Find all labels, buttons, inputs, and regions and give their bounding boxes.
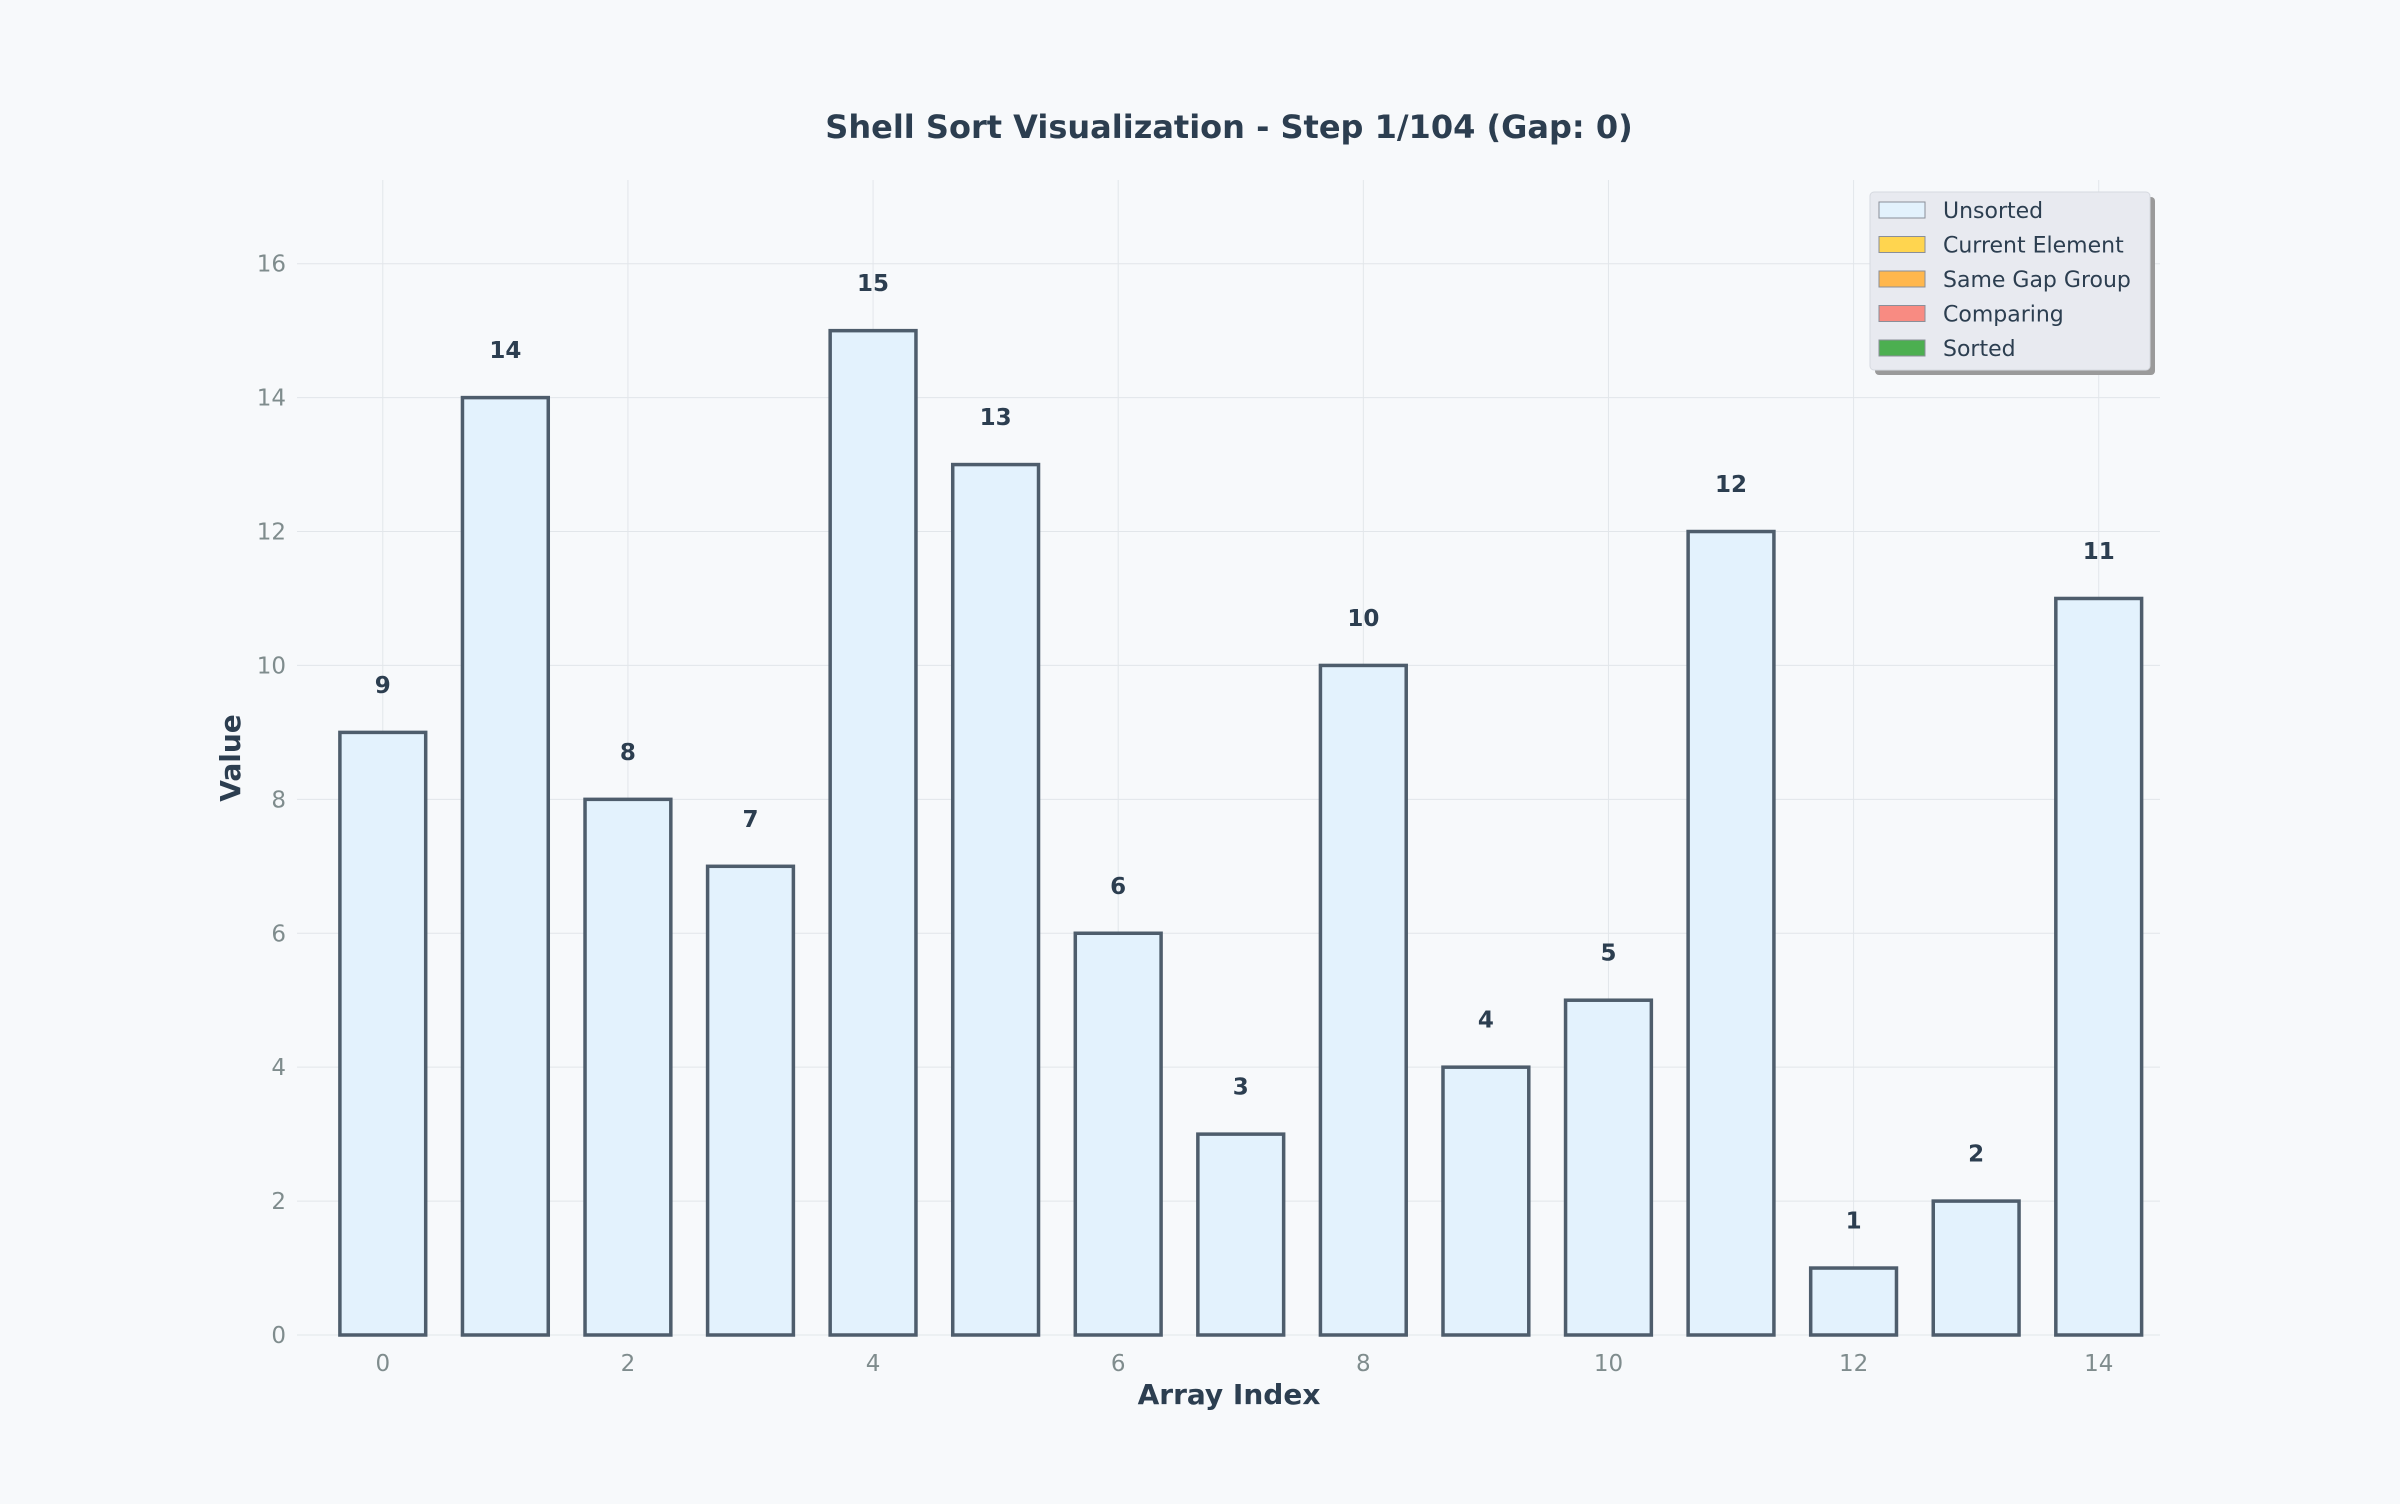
x-tick-label: 12 (1839, 1351, 1868, 1377)
x-tick-label: 4 (866, 1351, 881, 1377)
bar-value-label: 1 (1846, 1209, 1862, 1235)
bar-value-label: 15 (857, 271, 889, 297)
bar (1318, 663, 1408, 1337)
legend-swatch-same_gap (1878, 270, 1926, 288)
bar-value-label: 4 (1478, 1008, 1494, 1034)
bar (1073, 931, 1163, 1337)
x-tick-labels: 0 2 4 6 8 10 12 14 (375, 1351, 2113, 1377)
x-axis-label: Array Index (1138, 1378, 1321, 1411)
legend: Unsorted Current Element Same Gap Group Com… (1869, 191, 2155, 375)
bar (1931, 1199, 2021, 1337)
bar (1441, 1065, 1531, 1337)
x-tick-label: 10 (1594, 1351, 1623, 1377)
y-tick-label: 12 (257, 520, 286, 546)
bar-value-label: 2 (1968, 1142, 1984, 1168)
bar-value-label: 3 (1233, 1075, 1249, 1101)
y-tick-labels: 0 2 4 6 8 10 12 14 16 (257, 252, 286, 1349)
legend-label-comparing: Comparing (1943, 303, 2064, 328)
bar-value-label: 5 (1600, 941, 1616, 967)
legend-label-same_gap: Same Gap Group (1943, 268, 2131, 293)
bar (2054, 596, 2144, 1337)
legend-swatch-unsorted (1878, 201, 1926, 219)
y-tick-label: 10 (257, 653, 286, 679)
bar-value-label: 9 (375, 673, 391, 699)
legend-box (1869, 191, 2151, 371)
bar-value-label: 6 (1110, 874, 1126, 900)
bar (583, 797, 673, 1337)
bar-value-label: 7 (742, 807, 758, 833)
bar-value-label: 14 (489, 338, 521, 364)
bar (1563, 998, 1654, 1337)
y-axis-label: Value (214, 714, 247, 802)
bar-value-label: 11 (2083, 539, 2115, 565)
y-tick-label: 8 (271, 787, 286, 813)
bar-value-label: 10 (1347, 606, 1379, 632)
y-tick-label: 16 (257, 252, 286, 278)
bar-value-label: 13 (980, 405, 1012, 431)
legend-label-unsorted: Unsorted (1943, 199, 2043, 224)
bar (338, 730, 428, 1337)
legend-swatch-sorted (1878, 339, 1926, 357)
bar (828, 328, 918, 1337)
x-tick-label: 14 (2084, 1351, 2113, 1377)
legend-swatch-comparing (1878, 305, 1926, 322)
bar (1808, 1266, 1899, 1337)
bar (1196, 1132, 1286, 1337)
y-tick-label: 14 (257, 386, 286, 412)
x-tick-label: 2 (621, 1351, 636, 1377)
bars (338, 328, 2144, 1337)
bar (1686, 529, 1776, 1337)
x-tick-label: 0 (375, 1351, 390, 1377)
bar-value-label: 8 (620, 740, 636, 766)
bar-value-label: 12 (1715, 472, 1747, 498)
x-tick-label: 8 (1356, 1351, 1371, 1377)
legend-label-sorted: Sorted (1943, 337, 2016, 362)
bar (950, 462, 1041, 1337)
chart-title: Shell Sort Visualization - Step 1/104 (G… (825, 108, 1632, 146)
bar (705, 864, 796, 1337)
y-tick-label: 4 (271, 1055, 286, 1081)
y-tick-label: 6 (271, 921, 286, 947)
y-tick-label: 2 (271, 1189, 286, 1215)
legend-swatch-current (1878, 236, 1926, 253)
x-tick-label: 6 (1111, 1351, 1126, 1377)
y-tick-label: 0 (271, 1323, 286, 1349)
bar (460, 395, 551, 1337)
legend-label-current: Current Element (1943, 234, 2124, 259)
